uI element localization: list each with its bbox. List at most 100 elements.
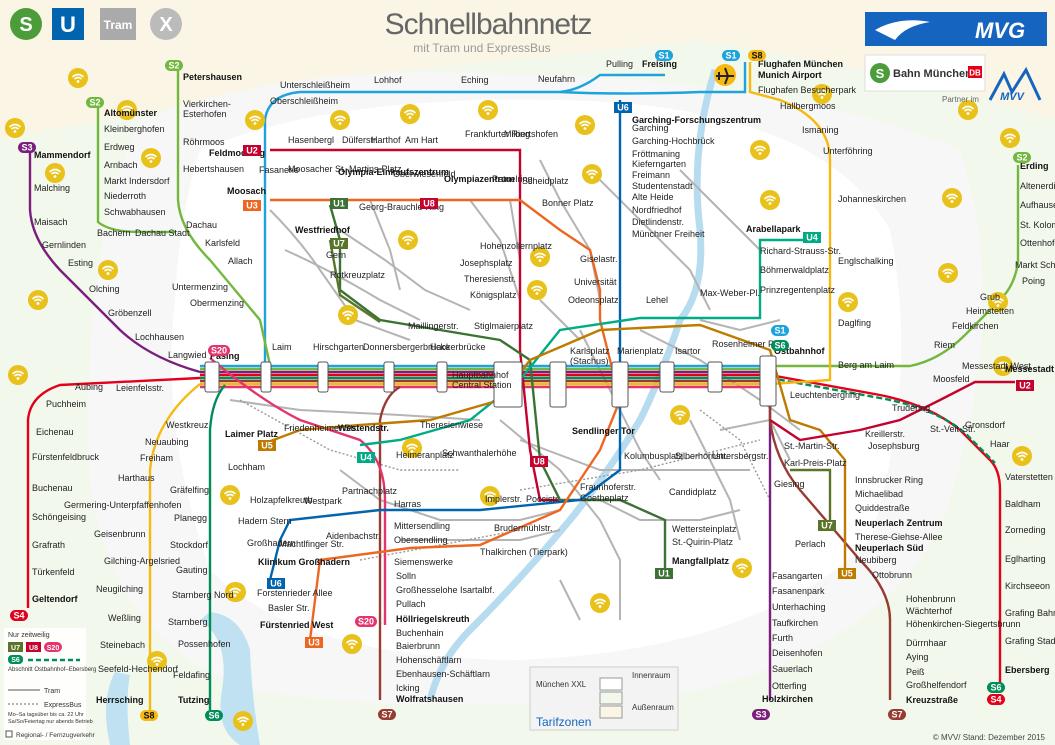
station-label: Oberwiesenfeld xyxy=(393,169,456,179)
station-label: Freimann xyxy=(632,170,670,180)
station-label: Hohenschäftlarn xyxy=(396,655,462,665)
line-badge-label: S2 xyxy=(168,61,179,71)
line-badge-label: U3 xyxy=(246,201,258,211)
svg-text:Nur zeitweilig: Nur zeitweilig xyxy=(8,632,50,639)
station-label: Zorneding xyxy=(1005,525,1046,535)
station-label: Aying xyxy=(906,652,928,662)
line-badge-s6: S6 xyxy=(771,340,789,351)
station-label: Furth xyxy=(772,633,793,643)
station-label: Max-Weber-Pl. xyxy=(700,288,760,298)
line-badge-label: S7 xyxy=(381,710,392,720)
station-label: Buchenau xyxy=(32,483,73,493)
station-label: Karlsfeld xyxy=(205,238,240,248)
station-label: Pulling xyxy=(606,59,633,69)
station-label: Studentenstadt xyxy=(632,181,693,191)
svg-text:Tarifzonen: Tarifzonen xyxy=(536,715,591,729)
station-label: Eching xyxy=(461,75,489,85)
station-label: Grafrath xyxy=(32,540,65,550)
line-badge-u4: U4 xyxy=(803,232,821,243)
line-badge-label: U2 xyxy=(1019,381,1031,391)
station-label: Dietlindenstr. xyxy=(632,217,684,227)
svg-text:Abschnitt Ostbahnhof–Ebersberg: Abschnitt Ostbahnhof–Ebersberg xyxy=(8,667,96,673)
expressbus-lines xyxy=(239,399,771,561)
station-label: Buchenhain xyxy=(396,628,444,638)
station-label: Markt Schwaben xyxy=(1015,260,1055,270)
station-label: Petuelring xyxy=(492,174,533,184)
station-label: Neuperlach Zentrum xyxy=(855,518,943,528)
mode-icons: S U Tram X xyxy=(10,8,182,40)
station-label: Berg am Laim xyxy=(838,360,894,370)
station-label: Herrsching xyxy=(96,695,144,705)
station-label: Hallbergmoos xyxy=(780,101,836,111)
wifi-icon xyxy=(732,558,752,578)
station-label: St.-Veit-Str. xyxy=(930,424,976,434)
station-label: Grafing Stadt xyxy=(1005,636,1055,646)
station-label: Allach xyxy=(228,256,253,266)
svg-text:U: U xyxy=(60,12,76,37)
station-label: Maillingerstr. xyxy=(408,321,459,331)
station-label: Esting xyxy=(68,258,93,268)
station-label: Erding xyxy=(1020,161,1049,171)
station-label: Leienfelsstr. xyxy=(116,383,164,393)
station-label: Stockdorf xyxy=(170,540,209,550)
station-label: Therese-Giehse-Allee xyxy=(855,532,943,542)
station-label: Thalkirchen (Tierpark) xyxy=(480,547,568,557)
station-label: Trudering xyxy=(892,403,930,413)
station-label: Lochham xyxy=(228,462,265,472)
line-badge-s7: S7 xyxy=(378,709,396,720)
svg-text:Regional- / Fernzugverkehr: Regional- / Fernzugverkehr xyxy=(16,732,96,739)
legend: Nur zeitweilig U7 U8 S20 S6 Abschnitt Os… xyxy=(4,628,96,740)
station-label: Klinikum Großhadern xyxy=(258,557,350,567)
station-label: Ebersberg xyxy=(1005,665,1050,675)
line-badge-u6: U6 xyxy=(267,578,285,589)
line-badge-s7: S7 xyxy=(888,709,906,720)
line-badge-label: S6 xyxy=(774,341,785,351)
line-badge-label: S6 xyxy=(208,711,219,721)
station-label: Feldmoching xyxy=(209,148,265,158)
station-label: Daglfing xyxy=(838,318,871,328)
svg-text:München XXL: München XXL xyxy=(536,680,587,689)
s-bahn-icon xyxy=(10,8,42,40)
station-label: Karl-Preis-Platz xyxy=(784,458,847,468)
station-label: Arnbach xyxy=(104,160,138,170)
station-label: Odeonsplatz xyxy=(568,295,619,305)
station-label: Pullach xyxy=(396,599,426,609)
wifi-icon xyxy=(760,190,780,210)
station-label: Geisenbrunn xyxy=(94,529,146,539)
wifi-icon xyxy=(582,164,602,184)
station-label: Untermenzing xyxy=(172,282,228,292)
station-label: Altenerding xyxy=(1020,181,1055,191)
svg-text:U8: U8 xyxy=(29,645,38,652)
station-label: Flughafen München xyxy=(758,59,843,69)
isar-river xyxy=(426,68,719,701)
station-label: Aidenbachstr. xyxy=(326,531,381,541)
wifi-icon xyxy=(575,115,595,135)
wifi-icon xyxy=(1000,128,1020,148)
line-badges: S2 S2 S3 S4 S8 S6 S20 U2 U3 U7 U1 U8 U6 S1 S1 S8 U4 S1 S6 U… xyxy=(10,50,1034,721)
station-label: Silberhornstr. xyxy=(675,451,728,461)
wifi-icon xyxy=(670,405,690,425)
line-badge-label: U4 xyxy=(806,233,818,243)
line-badge-s2: S2 xyxy=(1013,152,1031,163)
station-label: Donnersbergerbrücke xyxy=(363,342,450,352)
station-label: Neuperlach Süd xyxy=(855,543,924,553)
wifi-icon xyxy=(8,365,28,385)
tarif-zones: München XXL Innenraum Außenraum Tarifzon… xyxy=(529,666,679,731)
station-label: Georg-Brauchle-Ring xyxy=(359,202,444,212)
station-label: Westfriedhof xyxy=(295,225,351,235)
line-badge-label: U1 xyxy=(658,569,670,579)
s-bahn-trunk xyxy=(200,364,770,389)
svg-text:S20: S20 xyxy=(47,645,60,652)
line-badge-s6: S6 xyxy=(987,682,1005,693)
station-label: Fasanerie xyxy=(259,165,299,175)
wifi-icon xyxy=(68,68,88,88)
svg-text:MVG: MVG xyxy=(975,18,1025,43)
station-label: Eglharting xyxy=(1005,554,1046,564)
line-badge-u5: U5 xyxy=(258,440,276,451)
wifi-icon xyxy=(338,305,358,325)
station-label: Freising xyxy=(642,59,677,69)
station-label: Unterschleißheim xyxy=(280,80,350,90)
station-label: Moosfeld xyxy=(933,374,970,384)
header: S U Tram X Schnellbahnnetz mit Tram und … xyxy=(10,8,592,55)
station-label: Mittersendling xyxy=(394,521,450,531)
